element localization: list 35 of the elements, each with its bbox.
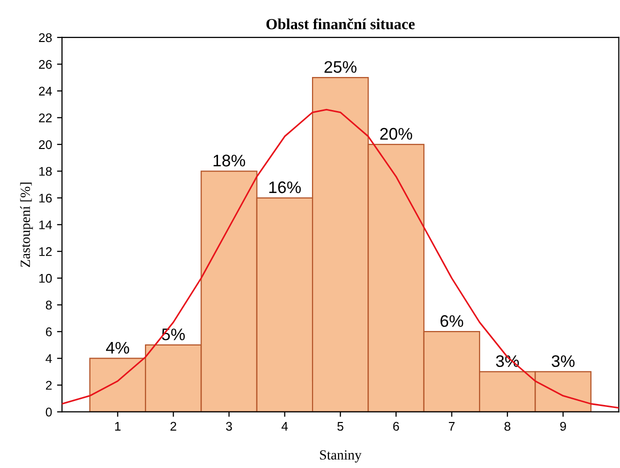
y-tick-label: 14	[39, 220, 52, 230]
y-tick-label: 6	[46, 327, 52, 336]
x-axis-title: Staniny	[320, 450, 362, 462]
y-tick-label: 26	[39, 60, 52, 69]
x-tick-label: 4	[282, 422, 288, 431]
x-tick-label: 3	[226, 422, 232, 431]
data-label: 18%	[214, 154, 246, 166]
data-label: 3%	[552, 355, 575, 368]
line-series	[62, 108, 619, 409]
y-tick-label: 0	[46, 408, 52, 416]
x-tick-label: 7	[448, 422, 455, 431]
x-tick-label: 8	[504, 422, 510, 431]
x-tick-label: 6	[393, 422, 399, 431]
y-tick-label: 12	[39, 247, 52, 256]
y-tick-label: 4	[46, 354, 52, 363]
y-tick-label: 16	[39, 194, 52, 203]
chart-title: Oblast finanční situace	[266, 18, 415, 30]
y-tick-label: 28	[39, 33, 52, 42]
y-tick-label: 18	[39, 166, 52, 176]
y-tick-label: 8	[46, 300, 52, 310]
y-tick-label: 20	[39, 140, 52, 150]
y-axis-title: Zastoupení [%]	[20, 182, 33, 267]
y-tick-label: 22	[39, 113, 52, 122]
data-label: 16%	[269, 181, 301, 194]
x-tick-label: 2	[170, 422, 176, 431]
data-label: 4%	[106, 342, 130, 354]
y-tick-label: 10	[39, 274, 52, 283]
data-label: 6%	[440, 315, 464, 327]
x-tick-label: 9	[560, 422, 566, 431]
data-label: 20%	[380, 128, 412, 140]
y-tick-label: 24	[39, 86, 52, 96]
data-label: 25%	[324, 61, 356, 73]
x-tick-label: 5	[337, 422, 344, 431]
x-tick-label: 1	[115, 422, 121, 431]
y-tick-label: 2	[46, 380, 52, 390]
